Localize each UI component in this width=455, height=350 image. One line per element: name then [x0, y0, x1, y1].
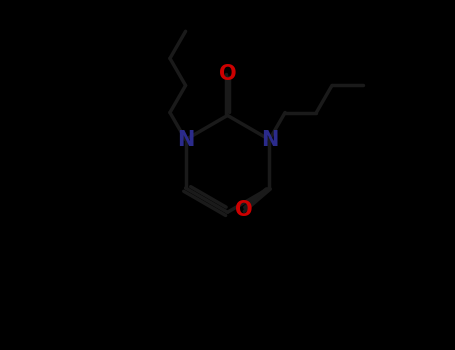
Text: O: O	[219, 64, 236, 84]
Text: N: N	[177, 130, 194, 150]
Text: O: O	[234, 200, 252, 220]
Text: N: N	[261, 130, 278, 150]
